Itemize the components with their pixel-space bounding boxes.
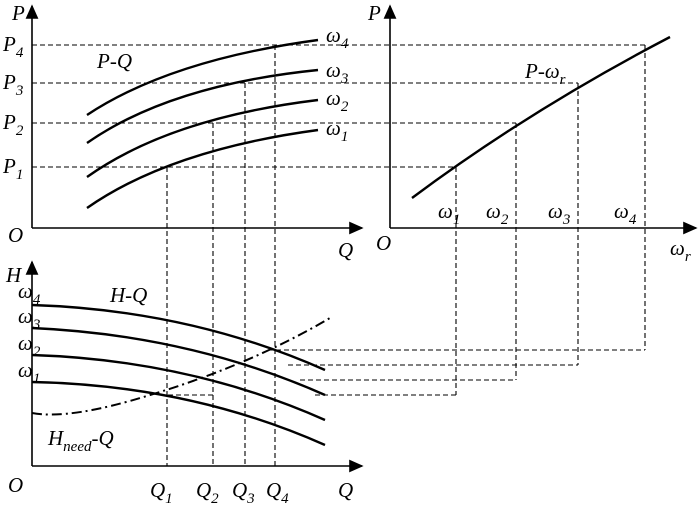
- curve-label-base: ω: [18, 331, 33, 355]
- y-tick-label-sub: 1: [16, 167, 24, 183]
- y-tick-label-sub: 3: [15, 83, 24, 99]
- x-tick-label: Q3: [232, 478, 255, 507]
- origin: O: [8, 473, 23, 497]
- x-tick-label-base: Q: [150, 478, 165, 502]
- x-tick-label-sub: 4: [281, 491, 289, 507]
- x-tick-label-base: ω: [614, 199, 629, 223]
- x-tick-label-base: Q: [196, 478, 211, 502]
- x-tick-label: Q4: [266, 478, 289, 507]
- x-tick-label-sub: 3: [246, 491, 255, 507]
- x-axis-label-base: ω: [670, 236, 685, 260]
- curve-label-sub: 2: [33, 344, 41, 360]
- x-axis-label: Q: [338, 238, 353, 262]
- origin: O: [376, 231, 391, 255]
- origin: O: [8, 223, 23, 247]
- curve-label: ω3: [18, 304, 40, 333]
- curve-label-sub: 4: [341, 36, 349, 52]
- x-tick-label: ω2: [486, 199, 509, 228]
- y-axis-label: H: [5, 263, 23, 287]
- x-tick-label: ω3: [548, 199, 570, 228]
- system-curve-label: Hneed-Q: [47, 426, 114, 455]
- y-tick-label: P4: [2, 32, 24, 61]
- curve-label: ω2: [18, 331, 41, 360]
- curve-label-sub: 1: [33, 371, 41, 387]
- curve-label-base: ω: [18, 279, 33, 303]
- curve-label-base: ω: [326, 23, 341, 47]
- x-tick-label-sub: 1: [165, 491, 173, 507]
- guide-lines: [32, 44, 646, 466]
- x-tick-label-base: ω: [548, 199, 563, 223]
- curve-label-base: P-ω: [524, 59, 560, 83]
- x-tick-label-base: ω: [486, 199, 501, 223]
- x-tick-label: Q1: [150, 478, 173, 507]
- x-tick-label: ω1: [438, 199, 460, 228]
- x-axis-label: Q: [338, 478, 353, 502]
- curve-label: H-Q: [109, 283, 147, 307]
- x-tick-label-sub: 2: [501, 212, 509, 228]
- curve-label-base: ω: [18, 304, 33, 328]
- x-axis-label-sub: r: [685, 249, 691, 265]
- x-tick-label-sub: 4: [629, 212, 637, 228]
- x-tick-label-sub: 3: [562, 212, 571, 228]
- system-curve-label-tail: -Q: [92, 426, 114, 450]
- y-tick-label: P3: [2, 70, 23, 99]
- y-tick-label: P1: [2, 154, 23, 183]
- x-tick-label-base: Q: [232, 478, 247, 502]
- y-tick-label: P2: [2, 110, 24, 139]
- y-tick-label-base: P: [2, 154, 16, 178]
- y-tick-label-base: P: [2, 110, 16, 134]
- x-tick-label: ω4: [614, 199, 637, 228]
- y-axis-label: P: [367, 1, 381, 25]
- y-tick-label-sub: 2: [16, 123, 24, 139]
- curve-label-sub: 3: [340, 71, 349, 87]
- curve-label-base: ω: [326, 58, 341, 82]
- curve-label-sub: 3: [32, 317, 41, 333]
- x-tick-label-base: ω: [438, 199, 453, 223]
- x-tick-label-sub: 1: [453, 212, 461, 228]
- system-curve-label-base: H: [47, 426, 65, 450]
- curve-label: ω4: [18, 279, 41, 308]
- curve-label-sub: 2: [341, 99, 349, 115]
- curve-label-sub: r: [560, 72, 566, 88]
- x-axis-label: ωr: [670, 236, 691, 265]
- curve-label-base: ω: [326, 116, 341, 140]
- y-tick-label-base: P: [2, 32, 16, 56]
- x-tick-label: Q2: [196, 478, 219, 507]
- system-curve-label-sub: need: [63, 439, 92, 455]
- curve-label: ω4: [326, 23, 349, 52]
- y-axis-label: P: [11, 1, 25, 25]
- y-tick-label-base: P: [2, 70, 16, 94]
- curve-label-base: ω: [18, 358, 33, 382]
- x-tick-label-base: Q: [266, 478, 281, 502]
- curve-label: ω2: [326, 86, 349, 115]
- curve-label: ω1: [18, 358, 40, 387]
- curves: [31, 35, 671, 447]
- curve-label-base: ω: [326, 86, 341, 110]
- curve-label-sub: 4: [33, 292, 41, 308]
- axes: [25, 4, 698, 473]
- curve-label: ω1: [326, 116, 348, 145]
- curve-label: P-Q: [96, 49, 132, 73]
- curve-label-sub: 1: [341, 129, 349, 145]
- x-tick-label-sub: 2: [211, 491, 219, 507]
- y-tick-label-sub: 4: [16, 45, 24, 61]
- curve-label: P-ωr: [524, 59, 566, 88]
- curve-label: ω3: [326, 58, 348, 87]
